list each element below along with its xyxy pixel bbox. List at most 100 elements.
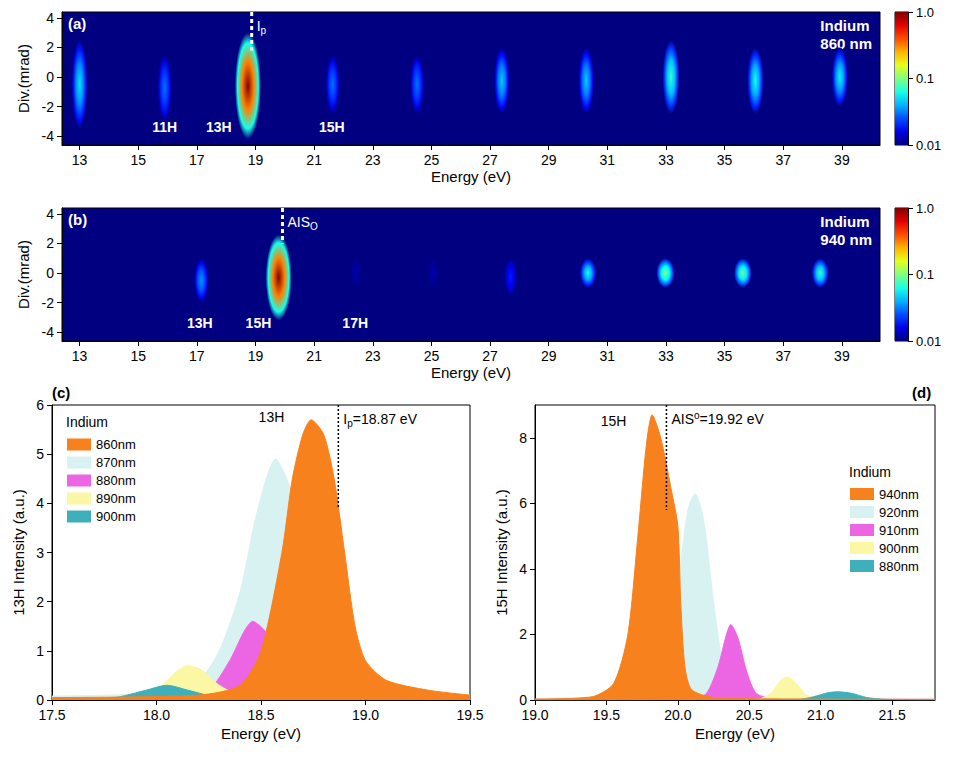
svg-text:880nm: 880nm xyxy=(96,473,136,488)
svg-text:0.01: 0.01 xyxy=(916,334,941,349)
svg-text:35: 35 xyxy=(717,152,733,168)
svg-text:17: 17 xyxy=(189,348,205,364)
svg-text:920nm: 920nm xyxy=(879,505,919,520)
svg-text:20.5: 20.5 xyxy=(736,707,763,723)
svg-text:2: 2 xyxy=(46,235,54,251)
svg-text:13H: 13H xyxy=(206,119,232,135)
svg-text:(b): (b) xyxy=(68,211,87,228)
svg-text:1: 1 xyxy=(36,643,44,659)
svg-text:13: 13 xyxy=(72,348,88,364)
svg-text:39: 39 xyxy=(834,348,850,364)
svg-text:15H: 15H xyxy=(246,315,272,331)
svg-text:17H: 17H xyxy=(342,315,368,331)
svg-text:21.0: 21.0 xyxy=(807,707,834,723)
svg-text:1.0: 1.0 xyxy=(916,5,934,20)
svg-text:0.1: 0.1 xyxy=(916,267,934,282)
svg-text:25: 25 xyxy=(424,152,440,168)
svg-text:890nm: 890nm xyxy=(96,491,136,506)
svg-text:0.01: 0.01 xyxy=(916,138,941,153)
svg-text:Energy (eV): Energy (eV) xyxy=(431,364,511,381)
svg-text:=18.87 eV: =18.87 eV xyxy=(353,411,418,427)
svg-text:Indium: Indium xyxy=(849,464,891,480)
svg-text:33: 33 xyxy=(658,152,674,168)
svg-text:860 nm: 860 nm xyxy=(820,35,872,52)
svg-text:23: 23 xyxy=(365,348,381,364)
svg-text:25: 25 xyxy=(424,348,440,364)
svg-text:39: 39 xyxy=(834,152,850,168)
svg-text:-4: -4 xyxy=(42,324,55,340)
svg-text:-4: -4 xyxy=(42,128,55,144)
svg-text:6: 6 xyxy=(519,495,527,511)
svg-text:870nm: 870nm xyxy=(96,455,136,470)
svg-text:15H: 15H xyxy=(601,413,627,429)
svg-text:18.5: 18.5 xyxy=(247,707,274,723)
svg-text:15: 15 xyxy=(130,152,146,168)
svg-text:Div.(mrad): Div.(mrad) xyxy=(15,44,32,113)
svg-text:33: 33 xyxy=(658,348,674,364)
svg-text:4: 4 xyxy=(46,10,54,26)
svg-text:17: 17 xyxy=(189,152,205,168)
svg-text:27: 27 xyxy=(482,348,498,364)
svg-text:6: 6 xyxy=(36,397,44,413)
svg-text:=19.92 eV: =19.92 eV xyxy=(700,411,765,427)
svg-text:-2: -2 xyxy=(42,295,55,311)
svg-text:37: 37 xyxy=(775,348,791,364)
svg-text:21: 21 xyxy=(306,152,322,168)
svg-text:31: 31 xyxy=(600,152,616,168)
svg-text:0: 0 xyxy=(36,692,44,708)
svg-text:Energy (eV): Energy (eV) xyxy=(695,725,775,742)
svg-text:Indium: Indium xyxy=(820,213,869,230)
svg-text:4: 4 xyxy=(36,495,44,511)
svg-text:11H: 11H xyxy=(152,119,177,135)
svg-text:21: 21 xyxy=(306,348,322,364)
svg-text:AIS: AIS xyxy=(671,411,694,427)
svg-text:4: 4 xyxy=(519,561,527,577)
svg-text:-2: -2 xyxy=(42,99,55,115)
svg-text:15: 15 xyxy=(130,348,146,364)
svg-text:(a): (a) xyxy=(68,15,86,32)
svg-text:31: 31 xyxy=(600,348,616,364)
svg-text:2: 2 xyxy=(519,626,527,642)
svg-text:1.0: 1.0 xyxy=(916,201,934,216)
svg-text:15H Intensity (a.u.): 15H Intensity (a.u.) xyxy=(493,489,510,616)
svg-text:2: 2 xyxy=(46,39,54,55)
svg-text:2: 2 xyxy=(36,594,44,610)
svg-text:0: 0 xyxy=(519,692,527,708)
svg-text:0: 0 xyxy=(46,69,54,85)
svg-text:940nm: 940nm xyxy=(879,487,919,502)
svg-text:940 nm: 940 nm xyxy=(820,231,872,248)
svg-text:Energy (eV): Energy (eV) xyxy=(221,725,301,742)
svg-text:Energy (eV): Energy (eV) xyxy=(431,168,511,185)
svg-text:13H: 13H xyxy=(259,409,285,425)
svg-text:17.5: 17.5 xyxy=(38,707,65,723)
svg-text:19: 19 xyxy=(248,348,264,364)
svg-text:35: 35 xyxy=(717,348,733,364)
svg-text:18.0: 18.0 xyxy=(143,707,170,723)
svg-text:27: 27 xyxy=(482,152,498,168)
svg-text:19.5: 19.5 xyxy=(456,707,483,723)
svg-text:O: O xyxy=(310,221,318,232)
svg-text:15H: 15H xyxy=(319,119,345,135)
svg-text:880nm: 880nm xyxy=(879,559,919,574)
svg-text:29: 29 xyxy=(541,348,557,364)
svg-text:19.0: 19.0 xyxy=(521,707,548,723)
svg-text:37: 37 xyxy=(775,152,791,168)
svg-text:(d): (d) xyxy=(912,384,931,401)
svg-text:5: 5 xyxy=(36,446,44,462)
svg-text:20.0: 20.0 xyxy=(664,707,691,723)
svg-text:860nm: 860nm xyxy=(96,437,136,452)
svg-text:910nm: 910nm xyxy=(879,523,919,538)
svg-text:13: 13 xyxy=(72,152,88,168)
svg-text:0.1: 0.1 xyxy=(916,71,934,86)
svg-text:4: 4 xyxy=(46,206,54,222)
svg-text:19.0: 19.0 xyxy=(352,707,379,723)
svg-text:8: 8 xyxy=(519,430,527,446)
svg-text:19.5: 19.5 xyxy=(593,707,620,723)
svg-text:29: 29 xyxy=(541,152,557,168)
svg-text:Indium: Indium xyxy=(66,414,108,430)
svg-text:13H: 13H xyxy=(187,315,213,331)
svg-text:(c): (c) xyxy=(52,384,70,401)
svg-text:p: p xyxy=(261,25,267,36)
svg-text:AIS: AIS xyxy=(287,214,310,230)
svg-text:19: 19 xyxy=(248,152,264,168)
